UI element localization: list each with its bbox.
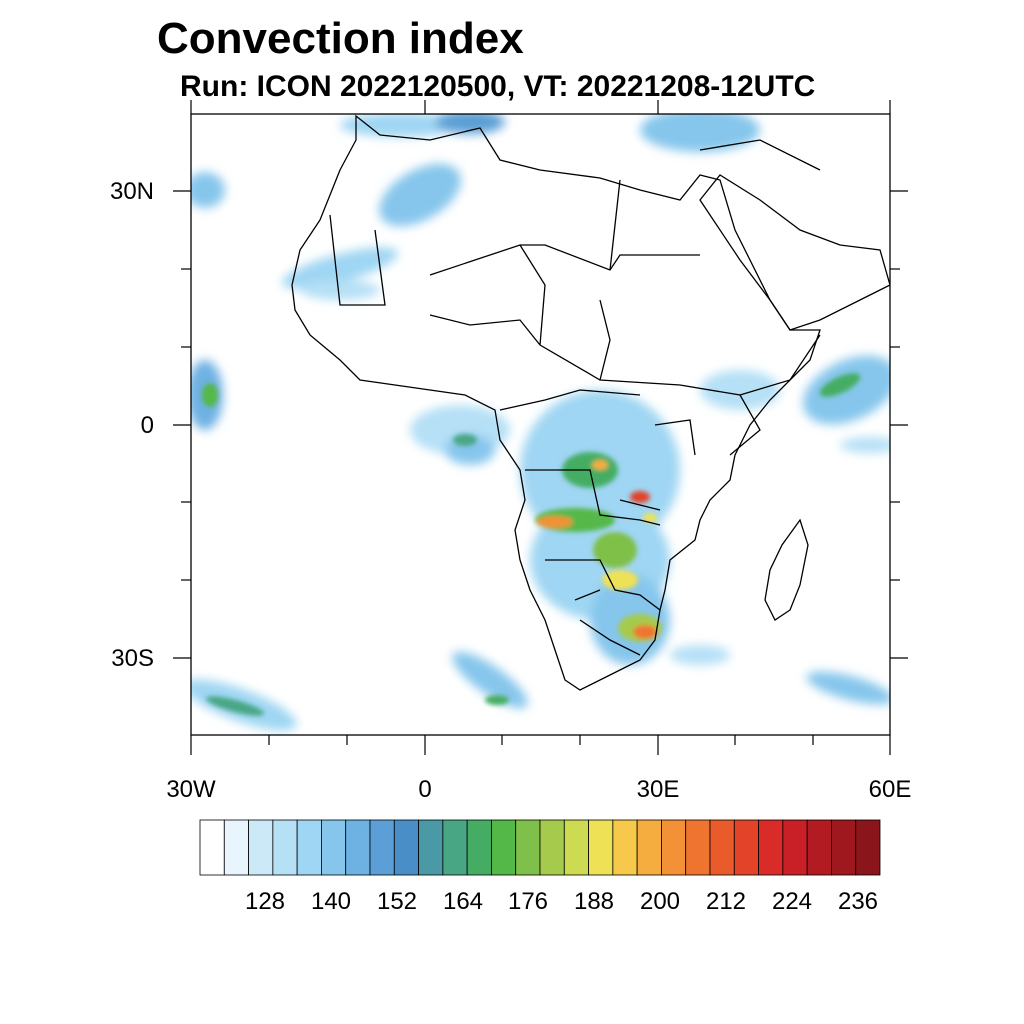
colorbar-label: 152 — [376, 888, 418, 915]
colorbar-cell — [661, 819, 687, 876]
colorbar-cell — [588, 819, 614, 876]
colorbar-label: 128 — [244, 888, 286, 915]
colorbar-cell — [418, 819, 444, 876]
chart-title: Convection index — [157, 14, 524, 63]
colorbar-cell — [709, 819, 735, 876]
lat-label-30n: 30N — [109, 178, 154, 205]
colorbar-cell — [733, 819, 759, 876]
colorbar-cell — [539, 819, 565, 876]
colorbar-cell — [345, 819, 371, 876]
convection-field — [191, 114, 890, 731]
colorbar-cell — [272, 819, 298, 876]
lon-label-60e: 60E — [868, 776, 912, 803]
chart-subtitle: Run: ICON 2022120500, VT: 20221208-12UTC — [180, 70, 816, 103]
colorbar-cell — [296, 819, 322, 876]
madagascar-outline — [764, 518, 809, 621]
lon-label-30e: 30E — [636, 776, 680, 803]
colorbar-label: 164 — [442, 888, 484, 915]
colorbar-cell — [758, 819, 784, 876]
africa-coastline — [291, 114, 821, 691]
colorbar-cell — [612, 819, 638, 876]
colorbar-cell — [466, 819, 492, 876]
colorbar-label: 200 — [639, 888, 681, 915]
colorbar — [199, 819, 881, 876]
colorbar-cell — [491, 819, 517, 876]
lon-label-0: 0 — [418, 776, 432, 803]
colorbar-label: 224 — [771, 888, 813, 915]
colorbar-cell — [782, 819, 808, 876]
colorbar-cell — [636, 819, 662, 876]
colorbar-cell — [831, 819, 857, 876]
colorbar-cell — [199, 819, 225, 876]
colorbar-label: 212 — [705, 888, 747, 915]
colorbar-label: 140 — [310, 888, 352, 915]
colorbar-cell — [321, 819, 347, 876]
lat-label-0: 0 — [140, 412, 154, 439]
colorbar-cell — [563, 819, 589, 876]
colorbar-cell — [248, 819, 274, 876]
colorbar-cell — [369, 819, 395, 876]
colorbar-label: 236 — [837, 888, 879, 915]
colorbar-cell — [806, 819, 832, 876]
colorbar-label: 188 — [573, 888, 615, 915]
colorbar-cell — [442, 819, 468, 876]
lat-label-30s: 30S — [111, 645, 154, 672]
colorbar-label: 176 — [507, 888, 549, 915]
colorbar-cell — [685, 819, 711, 876]
convection-light — [191, 114, 890, 731]
colorbar-cell — [515, 819, 541, 876]
colorbar-cell — [855, 819, 881, 876]
coastlines-borders — [291, 114, 890, 691]
tick-marks — [173, 100, 908, 755]
colorbar-cell — [223, 819, 249, 876]
lon-label-30w: 30W — [166, 776, 216, 803]
colorbar-cell — [393, 819, 419, 876]
